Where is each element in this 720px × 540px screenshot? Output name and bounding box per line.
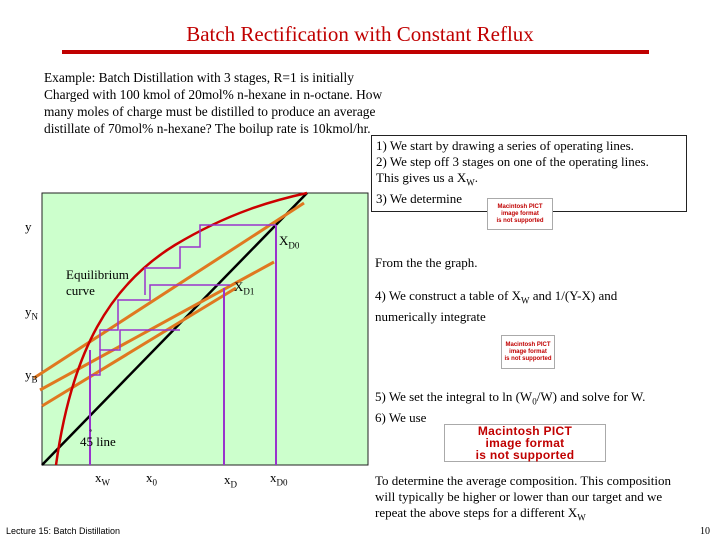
xW-label: xW — [95, 470, 110, 488]
equilibrium-curve-label: Equilibrium curve — [66, 267, 129, 298]
yN-label: yN — [25, 304, 38, 322]
footer-lecture-title: Lecture 15: Batch Distillation — [6, 526, 121, 536]
step-5-6-text: 5) We set the integral to ln (W0/W) and … — [375, 389, 646, 425]
pict-placeholder-1: Macintosh PICT image format is not support… — [487, 198, 553, 230]
page-number: 10 — [700, 526, 710, 537]
diagonal-45-line — [41, 192, 308, 466]
step-2-result: This gives us a XW. — [376, 170, 479, 188]
slide-title: Batch Rectification with Constant Reflux — [186, 22, 534, 46]
title-underline — [62, 50, 649, 54]
problem-statement: Example: Batch Distillation with 3 stage… — [44, 70, 383, 136]
plot-area — [41, 192, 369, 466]
xD0-bottom-label: xD0 — [270, 470, 288, 488]
stage-steps-lower — [90, 329, 180, 376]
stage-steps-middle — [99, 284, 230, 350]
step-2: 2) We step off 3 stages on one of the op… — [376, 154, 649, 169]
step-1: 1) We start by drawing a series of opera… — [376, 138, 634, 153]
from-graph-text: From the the graph. — [375, 255, 478, 270]
x0-label: x0 — [146, 470, 157, 488]
xD0-top-label: XD0 — [279, 233, 300, 251]
yB-label: yB — [25, 367, 38, 385]
step-4-text: 4) We construct a table of XW and 1/(Y-X… — [375, 288, 618, 324]
xD1-label: XD1 — [234, 279, 255, 297]
pict-placeholder-3: Macintosh PICT image format is not support… — [444, 424, 606, 462]
final-text: To determine the average composition. Th… — [375, 473, 671, 523]
xD-label: xD — [224, 472, 237, 490]
equilibrium-curve — [54, 191, 308, 466]
y-axis-label: y — [25, 219, 32, 234]
operating-line-3 — [41, 286, 237, 408]
operating-line-1 — [33, 201, 305, 380]
degree-mark: ˚ — [89, 428, 93, 440]
pict-placeholder-2: Macintosh PICT image format is not support… — [501, 335, 555, 369]
line-45-label: 45 line — [80, 434, 116, 449]
stage-steps-upper — [144, 224, 276, 295]
step-3: 3) We determine — [376, 190, 463, 206]
